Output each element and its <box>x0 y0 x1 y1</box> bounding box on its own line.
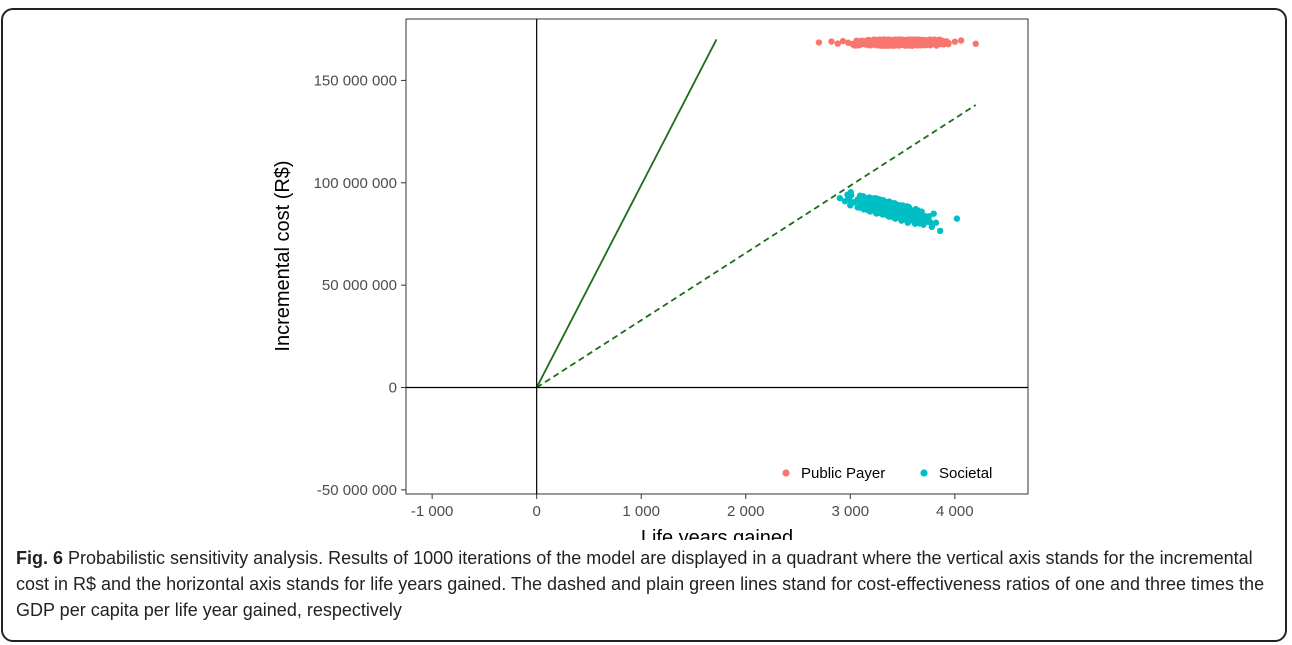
caption-label: Fig. 6 <box>16 548 64 568</box>
point-public-payer <box>834 40 841 47</box>
point-societal <box>870 195 877 202</box>
point-societal <box>864 206 871 213</box>
x-tick-label: 0 <box>533 503 541 520</box>
legend-key <box>920 469 928 477</box>
x-tick-label: 1 000 <box>622 503 660 520</box>
legend-label: Societal <box>939 465 992 482</box>
point-societal <box>846 196 853 203</box>
point-societal <box>915 219 922 227</box>
legend-key <box>782 469 790 477</box>
point-public-payer <box>943 38 950 45</box>
point-societal <box>903 204 910 211</box>
point-societal <box>904 216 912 224</box>
y-axis-ticks: -50 000 000 0 50 000 000 100 000 000 150 000… <box>314 72 406 499</box>
point-societal <box>953 215 961 222</box>
legend-label: Public Payer <box>801 465 885 482</box>
y-tick-label: -50 000 000 <box>317 482 397 499</box>
point-public-payer <box>857 37 865 45</box>
point-public-payer <box>915 38 923 46</box>
point-societal <box>890 207 897 215</box>
x-tick-label: 3 000 <box>832 503 870 520</box>
point-societal <box>883 200 890 208</box>
point-public-payer <box>851 42 858 49</box>
data-points <box>815 36 979 235</box>
point-societal <box>915 212 922 220</box>
point-public-payer <box>891 38 898 46</box>
figure-frame <box>1 8 1287 642</box>
point-public-payer <box>951 38 959 45</box>
point-societal <box>836 194 844 202</box>
legend: Public Payer Societal <box>782 465 992 482</box>
point-public-payer <box>972 40 979 47</box>
point-societal <box>932 219 940 226</box>
y-axis-label: Incremental cost (R$) <box>272 160 294 351</box>
plot-panel <box>405 18 1029 495</box>
point-societal <box>863 198 870 206</box>
point-public-payer <box>935 36 943 44</box>
reference-lines <box>535 39 977 389</box>
point-societal <box>923 215 930 222</box>
zero-axis-lines <box>406 19 1028 494</box>
x-axis-label: Life years gained <box>641 527 793 540</box>
point-societal <box>894 211 902 218</box>
scatter-plot: -1 000 0 1 000 2 000 3 000 4 000 -50 000 000 0… <box>272 18 1029 540</box>
reference-line-dashed <box>536 104 977 389</box>
point-societal <box>930 210 937 217</box>
figure-caption: Fig. 6 Probabilistic sensitivity analysi… <box>16 545 1271 623</box>
point-public-payer <box>898 38 906 45</box>
point-public-payer <box>881 41 888 49</box>
x-tick-label: 4 000 <box>936 503 974 520</box>
y-tick-label: 100 000 000 <box>314 175 397 192</box>
point-societal <box>873 200 881 208</box>
point-public-payer <box>815 39 823 46</box>
point-societal <box>858 194 866 201</box>
point-societal <box>914 207 922 214</box>
point-societal <box>844 191 851 198</box>
y-tick-label: 0 <box>389 380 397 397</box>
x-tick-label: 2 000 <box>727 503 765 520</box>
point-public-payer <box>839 37 847 45</box>
point-public-payer <box>828 38 835 45</box>
point-public-payer <box>957 37 965 44</box>
y-tick-label: 50 000 000 <box>322 277 397 294</box>
y-tick-label: 150 000 000 <box>314 72 397 89</box>
point-public-payer <box>868 41 876 48</box>
x-axis-ticks: -1 000 0 1 000 2 000 3 000 4 000 <box>411 494 974 520</box>
point-societal <box>936 227 944 235</box>
point-public-payer <box>925 40 932 48</box>
reference-line-solid <box>535 39 718 388</box>
caption-text: Probabilistic sensitivity analysis. Resu… <box>16 548 1265 620</box>
x-tick-label: -1 000 <box>411 503 454 520</box>
